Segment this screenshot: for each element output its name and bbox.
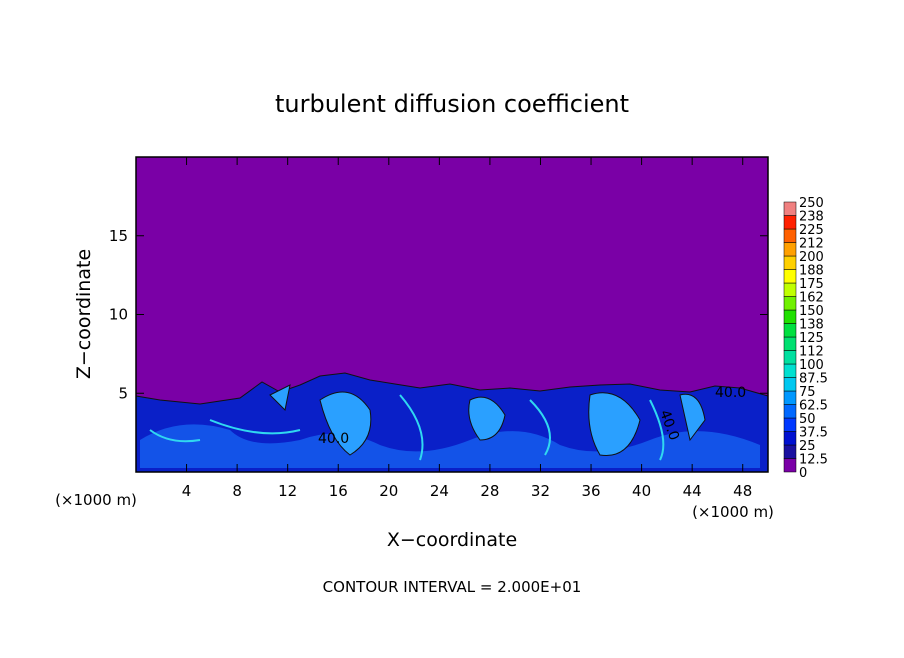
x-tick-label: 4 xyxy=(182,482,192,500)
colorbar-label: 37.5 xyxy=(799,426,828,441)
colorbar-label: 212 xyxy=(799,237,824,252)
colorbar-label: 50 xyxy=(799,412,816,427)
colorbar-cell xyxy=(783,404,797,419)
x-tick-label: 16 xyxy=(329,482,348,500)
colorbar-label: 188 xyxy=(799,264,824,279)
colorbar-label: 225 xyxy=(799,223,824,238)
x-tick-label: 40 xyxy=(632,482,651,500)
colorbar-label: 200 xyxy=(799,250,824,265)
colorbar-label: 12.5 xyxy=(799,453,828,468)
contour-label: 40.0 xyxy=(318,431,349,447)
filaments xyxy=(149,394,665,461)
x-tick-label: 44 xyxy=(683,482,702,500)
eddies xyxy=(269,384,706,457)
y-tick-label: 5 xyxy=(118,384,128,402)
colorbar-cell xyxy=(783,309,797,324)
colorbar-cell xyxy=(783,296,797,311)
colorbar-cell xyxy=(783,282,797,297)
chart-title: turbulent diffusion coefficient xyxy=(275,90,629,118)
colorbar-cell xyxy=(783,269,797,284)
colorbar-label: 125 xyxy=(799,331,824,346)
colorbar-label: 25 xyxy=(799,439,816,454)
colorbar-cell xyxy=(783,390,797,405)
x-tick-label: 32 xyxy=(531,482,550,500)
y-tick-label: 10 xyxy=(109,306,128,324)
colorbar-label: 238 xyxy=(799,210,824,225)
colorbar-label: 100 xyxy=(799,358,824,373)
colorbar-label: 150 xyxy=(799,304,824,319)
colorbar-cell xyxy=(783,255,797,270)
colorbar-cell xyxy=(783,242,797,257)
colorbar-label: 162 xyxy=(799,291,824,306)
x-tick-label: 28 xyxy=(480,482,499,500)
colorbar-label: 112 xyxy=(799,345,824,360)
colorbar-label: 75 xyxy=(799,385,816,400)
colorbar-label: 138 xyxy=(799,318,824,333)
x-tick-label: 24 xyxy=(430,482,449,500)
colorbar-cell xyxy=(783,201,797,216)
x-unit-label: (×1000 m) xyxy=(55,491,137,509)
field xyxy=(135,157,769,473)
colorbar-label: 62.5 xyxy=(799,399,828,414)
y-axis-title: Z−coordinate xyxy=(73,249,95,379)
colorbar-cell xyxy=(783,377,797,392)
colorbar-cell xyxy=(783,228,797,243)
x-tick-label: 8 xyxy=(232,482,242,500)
colorbar-cell xyxy=(783,363,797,378)
colorbar-cell xyxy=(783,444,797,459)
x-tick-label: 48 xyxy=(733,482,752,500)
colorbar-cell xyxy=(783,417,797,432)
colorbar-cell xyxy=(783,350,797,365)
x-tick-label: 12 xyxy=(278,482,297,500)
colorbar-cell xyxy=(783,458,797,473)
colorbar-cell xyxy=(783,336,797,351)
colorbar-cell xyxy=(783,323,797,338)
x-tick-label: 20 xyxy=(379,482,398,500)
colorbar-label: 250 xyxy=(799,196,824,211)
colorbar-label: 175 xyxy=(799,277,824,292)
mixing-region xyxy=(140,424,760,468)
colorbar-cell xyxy=(783,215,797,230)
y-tick-label: 15 xyxy=(109,227,128,245)
colorbar-label: 0 xyxy=(799,466,807,481)
x-tick-label: 36 xyxy=(581,482,600,500)
contour-label: 40.0 xyxy=(715,385,746,401)
colorbar-cell xyxy=(783,431,797,446)
x-axis-title: X−coordinate xyxy=(387,529,517,551)
x-unit-label: (×1000 m) xyxy=(692,503,774,521)
footer: CONTOUR INTERVAL = 2.000E+01 xyxy=(323,578,582,596)
colorbar-label: 87.5 xyxy=(799,372,828,387)
